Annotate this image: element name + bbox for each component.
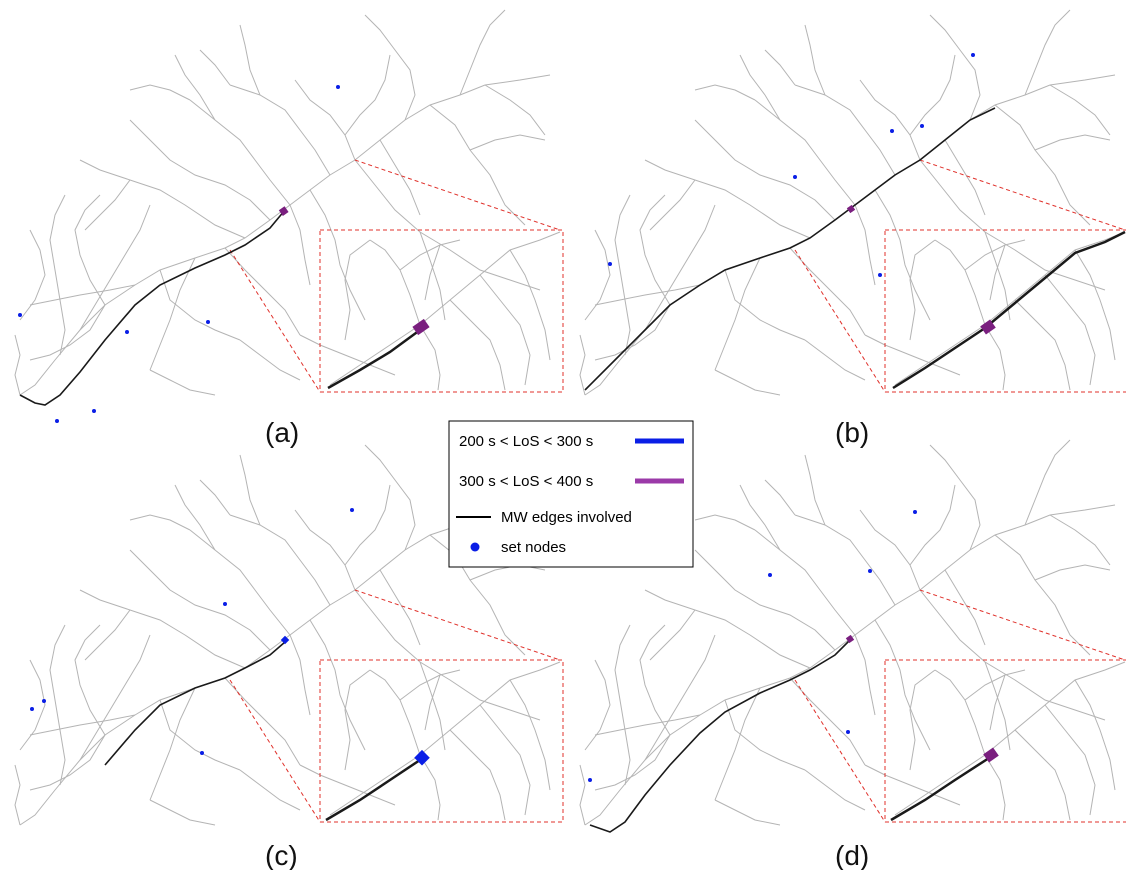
mw-edge-path	[584, 107, 996, 391]
panel-label-c: (c)	[265, 840, 298, 870]
legend-label-blue: 200 s < LoS < 300 s	[459, 433, 593, 450]
los-marker	[278, 206, 289, 216]
mw-edge-path	[589, 639, 851, 833]
mw-edge-path	[104, 641, 286, 766]
legend: 200 s < LoS < 300 s 300 s < LoS < 400 s …	[448, 420, 694, 568]
inset-mw-edge	[890, 756, 990, 822]
legend-swatch-set-node	[470, 542, 480, 552]
set-nodes	[18, 85, 340, 423]
inset-mw-edge	[325, 758, 421, 822]
los-marker	[845, 634, 855, 644]
inset-los-marker	[412, 318, 430, 336]
los-marker	[280, 635, 290, 645]
panel-label-d: (d)	[835, 840, 869, 870]
set-nodes	[608, 53, 975, 277]
panel-d: (d)	[579, 439, 1126, 870]
inset-mw-edge	[892, 230, 1126, 390]
legend-label-set-node: set nodes	[501, 539, 566, 556]
los-marker	[846, 204, 856, 214]
inset-mw-edge	[327, 328, 421, 390]
panel-c: (c)	[14, 439, 564, 870]
panel-a: (a)	[14, 9, 564, 448]
inset-los-marker	[980, 319, 996, 335]
mw-edge-path	[19, 209, 286, 406]
panel-label-a: (a)	[265, 417, 299, 448]
legend-label-purple: 300 s < LoS < 400 s	[459, 473, 593, 490]
panel-b: (b)	[579, 9, 1126, 448]
panel-label-b: (b)	[835, 417, 869, 448]
inset-los-marker	[983, 747, 999, 763]
set-nodes	[588, 510, 917, 782]
legend-label-mw-edge: MW edges involved	[501, 509, 632, 526]
set-nodes	[30, 508, 354, 755]
